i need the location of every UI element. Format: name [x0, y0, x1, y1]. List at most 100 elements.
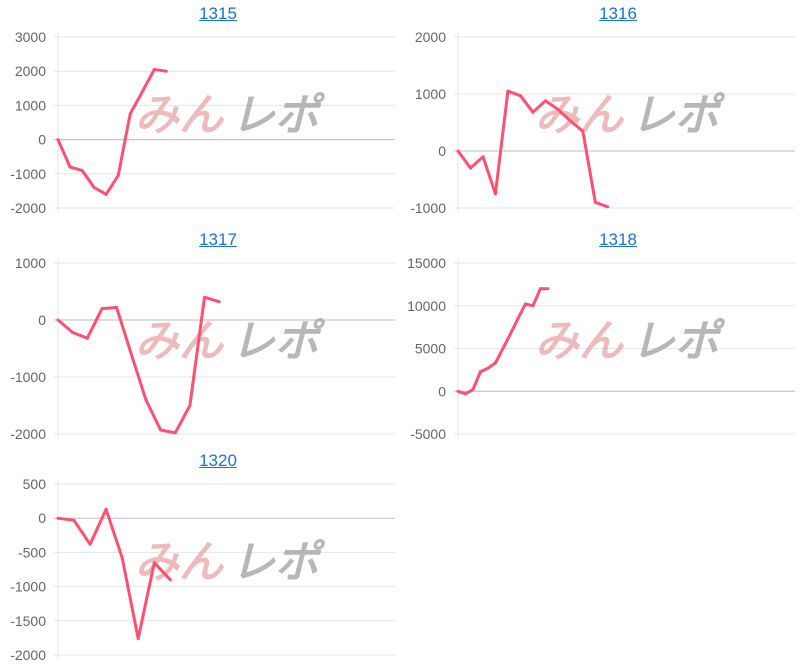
y-tick-label: -2000: [10, 200, 46, 216]
data-point: [129, 352, 133, 356]
series-line: [57, 507, 172, 641]
data-point: [140, 90, 144, 94]
data-point: [468, 166, 472, 170]
y-tick-label: 5000: [415, 341, 446, 357]
y-tick-label: 0: [38, 510, 46, 526]
data-point: [116, 174, 120, 178]
data-point: [203, 295, 207, 299]
chart-panel-1318: 1318 15000 10000 5000 0 -5000 みん レポ: [400, 226, 800, 448]
series-line: [56, 68, 167, 196]
y-tick-label: 0: [38, 132, 46, 148]
data-point: [71, 331, 75, 335]
data-point: [128, 112, 132, 116]
watermark-logo: みん レポ: [135, 538, 326, 587]
chart-title-link[interactable]: 1320: [199, 451, 237, 470]
line-chart: 2000 1000 0 -1000 みん レポ: [410, 29, 795, 216]
data-point: [56, 318, 60, 322]
y-tick-label: -1500: [10, 613, 46, 629]
data-point: [144, 398, 148, 402]
data-point: [136, 637, 140, 641]
y-tick-label: -1000: [410, 200, 446, 216]
data-point: [168, 578, 172, 582]
data-point: [606, 205, 610, 209]
data-point: [481, 155, 485, 159]
data-point: [581, 129, 585, 133]
y-tick-label: 500: [23, 476, 47, 492]
chart-title-link[interactable]: 1316: [599, 4, 637, 23]
y-tick-label: -5000: [410, 426, 446, 442]
data-point: [104, 192, 108, 196]
data-point: [538, 287, 542, 291]
line-chart: 15000 10000 5000 0 -5000 みん レポ: [407, 255, 795, 442]
data-point: [471, 388, 475, 392]
data-point: [456, 389, 460, 393]
data-point: [88, 542, 92, 546]
y-tick-label: 0: [438, 143, 446, 159]
data-point: [217, 300, 221, 304]
chart-panel-1316: 1316 2000 1000 0 -1000 みん レポ: [400, 0, 800, 222]
data-point: [568, 119, 572, 123]
data-point: [120, 556, 124, 560]
data-point: [556, 107, 560, 111]
y-tick-label: 1000: [15, 255, 46, 271]
line-chart: 3000 2000 1000 0 -1000 -2000 みん レポ: [10, 29, 395, 216]
y-tick-label: -500: [18, 544, 46, 560]
data-point: [100, 307, 104, 311]
chart-panel-1320: 1320 500 0 -500 -1000 -1500 -2000 みん レポ: [0, 447, 400, 669]
data-point: [493, 192, 497, 196]
data-point: [85, 336, 89, 340]
y-tick-label: 10000: [407, 298, 446, 314]
y-tick-label: 2000: [15, 63, 46, 79]
data-point: [593, 200, 597, 204]
y-tick-label: -1000: [10, 369, 46, 385]
chart-title-link[interactable]: 1318: [599, 230, 637, 249]
data-point: [516, 317, 520, 321]
data-point: [543, 99, 547, 103]
data-point: [486, 366, 490, 370]
data-point: [56, 516, 60, 520]
data-point: [531, 304, 535, 308]
data-point: [115, 305, 119, 309]
watermark-logo: みん レポ: [135, 317, 326, 366]
data-point: [523, 302, 527, 306]
y-tick-label: 0: [38, 312, 46, 328]
series-line: [57, 295, 220, 435]
line-chart: 500 0 -500 -1000 -1500 -2000 みん レポ: [10, 476, 395, 663]
chart-panel-1317: 1317 1000 0 -1000 -2000 みん レポ: [0, 226, 400, 448]
y-tick-label: -2000: [10, 426, 46, 442]
data-point: [508, 332, 512, 336]
data-point: [92, 185, 96, 189]
data-point: [493, 361, 497, 365]
y-tick-label: 15000: [407, 255, 446, 271]
y-tick-label: -1000: [10, 579, 46, 595]
y-tick-label: 0: [438, 383, 446, 399]
data-point: [501, 347, 505, 350]
data-point: [164, 69, 168, 73]
chart-panel-1315: 1315 3000 2000 1000 0 -1000 -2000 みん レポ: [0, 0, 400, 222]
data-point: [173, 431, 177, 435]
chart-title-link[interactable]: 1317: [199, 230, 237, 249]
data-point: [188, 404, 192, 407]
chart-title-link[interactable]: 1315: [199, 4, 237, 23]
watermark-logo: みん レポ: [535, 91, 726, 140]
data-point: [531, 110, 535, 114]
data-point: [463, 392, 467, 396]
y-tick-label: 2000: [415, 29, 446, 45]
data-point: [159, 428, 163, 432]
data-point: [72, 518, 76, 522]
data-point: [104, 507, 108, 511]
line-chart: 1000 0 -1000 -2000 みん レポ: [10, 255, 395, 442]
y-tick-label: 1000: [415, 86, 446, 102]
y-tick-label: -1000: [10, 166, 46, 182]
data-point: [152, 561, 156, 565]
data-point: [518, 94, 522, 98]
data-point: [546, 287, 550, 291]
data-point: [456, 149, 460, 153]
data-point: [56, 138, 60, 142]
y-tick-label: -2000: [10, 647, 46, 663]
data-point: [152, 67, 156, 71]
data-point: [478, 370, 482, 374]
data-point: [80, 168, 84, 172]
watermark-logo: みん レポ: [135, 91, 326, 140]
y-tick-label: 3000: [15, 29, 46, 45]
